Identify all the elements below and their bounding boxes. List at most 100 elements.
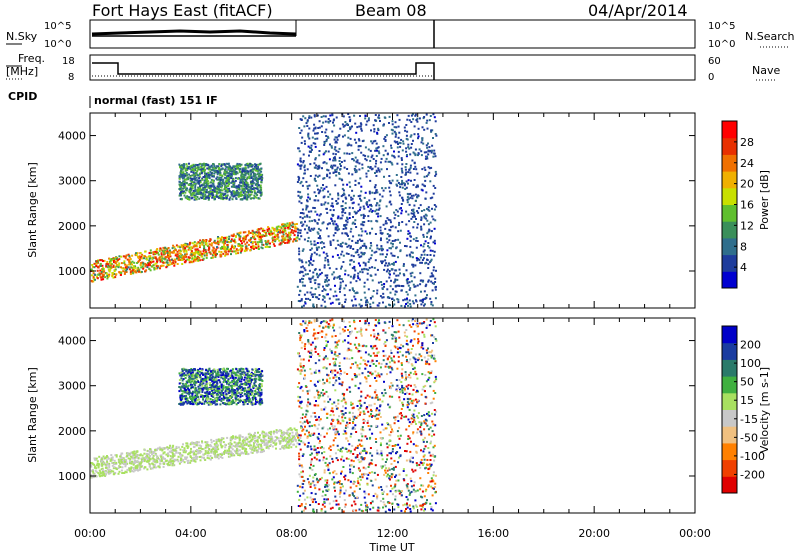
data-cell: [292, 222, 295, 225]
data-cell: [330, 165, 332, 168]
data-cell: [190, 179, 193, 182]
data-cell: [395, 290, 398, 293]
data-cell: [300, 221, 303, 224]
data-cell: [298, 164, 301, 167]
data-cell: [224, 165, 227, 168]
data-cell: [342, 305, 345, 308]
data-cell: [309, 256, 312, 259]
data-cell: [149, 448, 151, 451]
data-cell: [345, 197, 348, 200]
data-cell: [412, 118, 415, 121]
data-cell: [375, 159, 378, 162]
data-cell: [113, 261, 115, 264]
data-cell: [136, 464, 139, 467]
data-cell: [425, 296, 428, 299]
data-cell: [231, 172, 234, 175]
data-cell: [259, 191, 262, 194]
data-cell: [263, 235, 266, 237]
data-cell: [308, 115, 311, 118]
data-cell: [196, 248, 199, 251]
data-cell: [303, 172, 306, 175]
data-cell: [406, 301, 409, 304]
data-cell: [191, 257, 194, 260]
data-cell: [242, 441, 245, 444]
data-cell: [180, 182, 183, 185]
data-cell: [270, 230, 273, 233]
data-cell: [314, 210, 317, 213]
data-cell: [328, 176, 331, 179]
data-cell: [196, 170, 199, 173]
data-cell: [351, 158, 354, 161]
data-cell: [296, 163, 299, 166]
data-cell: [340, 278, 343, 281]
data-cell: [188, 173, 191, 176]
data-cell: [218, 163, 221, 166]
data-cell: [149, 252, 152, 254]
data-cell: [336, 202, 339, 205]
data-cell: [402, 265, 405, 267]
data-cell: [429, 237, 432, 240]
data-cell: [301, 265, 304, 268]
data-cell: [326, 135, 329, 138]
data-cell: [98, 273, 101, 276]
data-cell: [416, 196, 419, 199]
data-cell: [109, 268, 112, 271]
data-cell: [396, 146, 399, 149]
data-cell: [371, 279, 374, 282]
data-cell: [251, 170, 254, 173]
data-cell: [262, 234, 265, 237]
data-cell: [193, 165, 195, 167]
data-cell: [261, 247, 264, 250]
data-cell: [303, 267, 306, 270]
data-cell: [110, 457, 113, 459]
data-cell: [201, 177, 204, 180]
data-cell: [301, 261, 304, 264]
data-cell: [410, 251, 413, 254]
y-tick-label: 1000: [58, 265, 86, 278]
data-cell: [208, 195, 211, 198]
data-cell: [400, 183, 403, 186]
data-cell: [352, 260, 355, 263]
data-cell: [185, 178, 188, 181]
data-cell: [228, 180, 231, 183]
data-cell: [227, 452, 230, 455]
data-cell: [242, 191, 245, 194]
data-cell: [191, 242, 194, 245]
data-cell: [388, 186, 391, 189]
data-cell: [140, 270, 143, 273]
data-cell: [435, 269, 437, 272]
data-cell: [406, 154, 408, 156]
data-cell: [308, 277, 311, 280]
data-cell: [105, 465, 108, 467]
data-cell: [170, 462, 173, 465]
data-cell: [255, 180, 258, 183]
data-cell: [223, 242, 226, 245]
data-cell: [332, 152, 335, 155]
data-cell: [361, 223, 364, 226]
data-cell: [252, 246, 255, 249]
freq-tick-top: 18: [62, 56, 75, 67]
data-cell: [371, 295, 374, 298]
data-cell: [278, 239, 281, 242]
data-cell: [308, 226, 310, 229]
data-cell: [286, 222, 289, 225]
data-cell: [344, 301, 347, 303]
data-cell: [356, 126, 359, 129]
cpid-label: CPID: [8, 90, 37, 103]
data-cell: [376, 289, 379, 292]
data-cell: [204, 176, 207, 179]
data-cell: [393, 272, 396, 275]
data-cell: [409, 272, 412, 275]
data-cell: [216, 237, 219, 240]
data-cell: [173, 246, 176, 249]
data-cell: [309, 291, 312, 294]
data-cell: [199, 459, 202, 462]
data-cell: [211, 166, 214, 169]
data-cell: [408, 299, 411, 302]
data-cell: [205, 172, 208, 175]
data-cell: [205, 188, 208, 191]
data-cell: [291, 226, 294, 228]
data-cell: [243, 250, 246, 253]
data-cell: [412, 265, 415, 268]
data-cell: [389, 304, 391, 307]
